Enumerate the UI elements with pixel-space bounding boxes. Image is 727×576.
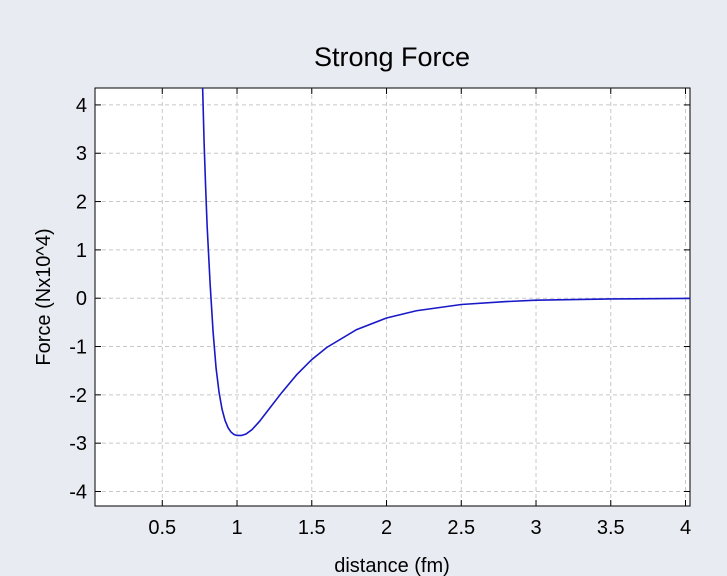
plot-area (94, 87, 691, 507)
y-tick-label: 1 (76, 240, 87, 262)
y-tick-label: -2 (69, 385, 87, 407)
x-tick-label: 1.5 (298, 517, 326, 539)
series-line (201, 87, 691, 437)
y-axis-label: Force (Nx10^4) (33, 228, 55, 365)
y-tick-label: -1 (69, 337, 87, 359)
x-tick-label: 3 (530, 517, 541, 539)
y-tick-label: -4 (69, 482, 87, 504)
x-tick-label: 0.5 (148, 517, 176, 539)
y-tick-label: 0 (76, 288, 87, 310)
x-tick-label: 1 (231, 517, 242, 539)
x-axis-label: distance (fm) (334, 555, 450, 576)
y-tick-label: 3 (76, 143, 87, 165)
grid-lines (95, 88, 690, 506)
y-tick-label: 4 (76, 95, 87, 117)
y-tick-label: 2 (76, 192, 87, 214)
x-tick-label: 3.5 (597, 517, 625, 539)
y-tick-label: -3 (69, 433, 87, 455)
y-axis-ticks: 4 3 2 1 0 -1 -2 -3 -4 (69, 95, 690, 504)
x-axis-ticks: 0.5 1 1.5 2 2.5 3 3.5 4 (148, 88, 691, 539)
x-tick-label: 2.5 (447, 517, 475, 539)
x-tick-label: 2 (381, 517, 392, 539)
chart-title: Strong Force (314, 42, 470, 72)
x-tick-label: 4 (680, 517, 691, 539)
series-layer (201, 87, 691, 437)
